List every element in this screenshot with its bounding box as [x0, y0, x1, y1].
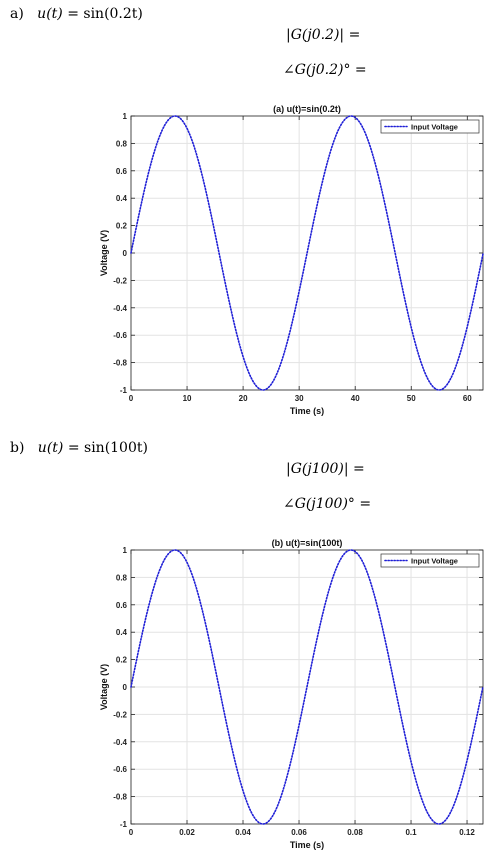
chart-a-ylabel: Voltage (V): [99, 230, 109, 276]
chart-a-xtick-label: 20: [239, 394, 248, 403]
chart-a-series-line: [130, 115, 484, 391]
chart-b-xtick-label: 0: [129, 828, 134, 837]
chart-b-xtick-label: 0.08: [347, 828, 363, 837]
chart-b-xtick-label: 0.02: [179, 828, 195, 837]
chart-a-xtick-label: 40: [351, 394, 360, 403]
chart-b-ytick-label: -0.8: [113, 793, 127, 802]
chart-a-xtick-label: 30: [295, 394, 304, 403]
part-a-magnitude: |G(j0.2)| =: [286, 27, 361, 43]
chart-a-ytick-label: 0.6: [116, 167, 128, 176]
part-a-input-expr: = sin(0.2t): [67, 6, 143, 22]
chart-b-ytick-label: 0.2: [116, 656, 128, 665]
chart-a-legend-box: [380, 119, 480, 134]
part-a-phase: ∠G(j0.2)° =: [283, 62, 367, 78]
chart-a-title: (a) u(t)=sin(0.2t): [273, 104, 341, 114]
chart-a-ytick-label: 0.4: [116, 194, 128, 203]
chart-b-ytick-label: 0: [123, 683, 128, 692]
part-a-input-label: u(t): [37, 6, 63, 22]
chart-b-xtick-label: 0.12: [459, 828, 475, 837]
chart-b-legend-label: Input Voltage: [411, 557, 458, 566]
chart-b-xtick-label: 0.06: [291, 828, 307, 837]
chart-b-title: (b) u(t)=sin(100t): [272, 538, 343, 548]
chart-b-ytick-label: 0.4: [116, 628, 128, 637]
chart-b-ytick-label: 0.6: [116, 601, 128, 610]
chart-b-ytick-label: -0.6: [113, 765, 127, 774]
chart-b-series-line: [130, 549, 484, 825]
chart-b-xtick-label: 0.04: [235, 828, 251, 837]
chart-a-ytick-label: 1: [123, 112, 128, 121]
chart-a-ytick-label: -0.8: [113, 359, 127, 368]
part-b-letter: b): [10, 440, 25, 456]
chart-a-xtick-label: 10: [183, 394, 192, 403]
chart-a-ytick-label: -1: [120, 386, 128, 395]
chart-a-xlabel: Time (s): [290, 406, 324, 416]
chart-b-ytick-label: 0.8: [116, 573, 128, 582]
chart-b-ytick-label: -0.4: [113, 738, 127, 747]
chart-a: 10.80.60.40.20-0.2-0.4-0.6-0.8-10 10 20 30 4…: [99, 104, 484, 416]
chart-b-ytick-label: 1: [123, 546, 128, 555]
chart-b-xlabel: Time (s): [290, 840, 324, 850]
chart-b: 10.80.60.40.20-0.2-0.4-0.6-0.8-10 0.02 0.0…: [99, 538, 484, 850]
part-a-heading: a) u(t) = sin(0.2t): [10, 6, 143, 22]
chart-a-legend-label: Input Voltage: [411, 123, 458, 132]
part-b-phase: ∠G(j100)° =: [283, 496, 372, 512]
chart-b-legend-box: [380, 553, 480, 568]
part-b-magnitude: |G(j100)| =: [286, 461, 365, 477]
part-b-input-expr: = sin(100t): [67, 440, 148, 456]
chart-a-xtick-label: 0: [129, 394, 134, 403]
part-a-letter: a): [10, 6, 24, 22]
part-b-heading: b) u(t) = sin(100t): [10, 440, 148, 456]
chart-a-ytick-label: -0.2: [113, 276, 127, 285]
chart-b-ytick-label: -0.2: [113, 710, 127, 719]
chart-a-ytick-label: 0.2: [116, 222, 128, 231]
chart-a-ytick-label: 0.8: [116, 139, 128, 148]
chart-b-xtick-label: 0.1: [405, 828, 417, 837]
chart-a-ytick-label: -0.6: [113, 331, 127, 340]
chart-a-ytick-label: 0: [123, 249, 128, 258]
chart-a-xtick-label: 60: [463, 394, 472, 403]
chart-a-xtick-label: 50: [407, 394, 416, 403]
chart-a-ytick-label: -0.4: [113, 304, 127, 313]
part-b-input-label: u(t): [37, 440, 64, 456]
chart-b-ytick-label: -1: [120, 820, 128, 829]
chart-b-ylabel: Voltage (V): [99, 664, 109, 710]
